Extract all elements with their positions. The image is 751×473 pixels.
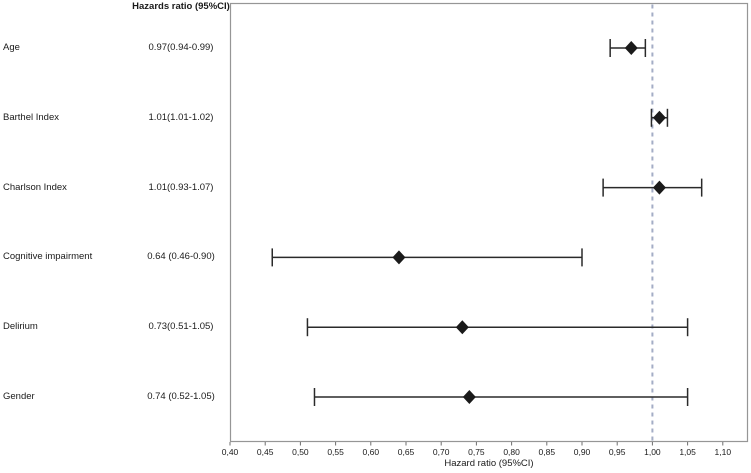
x-tick-label: 0,90 <box>573 447 591 457</box>
row-label: Cognitive impairment <box>3 251 93 263</box>
row-ci-value: 1.01(0.93-1.07) <box>148 181 214 193</box>
row-ci-value: 0.73(0.51-1.05) <box>148 321 214 333</box>
x-tick-label: 0,40 <box>221 447 239 457</box>
row-ci-value: 0.64 (0.46-0.90) <box>147 251 215 263</box>
x-tick-label: 1,05 <box>679 447 696 457</box>
x-tick-label: 0,45 <box>256 447 274 457</box>
x-tick-label: 1,10 <box>714 447 732 457</box>
x-tick-label: 0,75 <box>468 447 485 457</box>
row-label: Barthel Index <box>3 111 59 123</box>
row-ci-value: 1.01(1.01-1.02) <box>148 111 214 123</box>
row-ci-value: 0.74 (0.52-1.05) <box>147 391 215 402</box>
x-tick-label: 0,55 <box>327 447 344 457</box>
x-tick-label: 0,65 <box>397 447 415 457</box>
row-label: Charlson Index <box>3 181 67 193</box>
hr-diamond-marker <box>392 250 406 265</box>
hr-diamond-marker <box>462 390 476 404</box>
x-tick-label: 0,70 <box>432 447 450 457</box>
row-ci-value: 0.97(0.94-0.99) <box>148 42 214 53</box>
x-tick-label: 0,60 <box>362 447 380 457</box>
row-label: Age <box>3 42 20 53</box>
row-label: Gender <box>3 391 35 402</box>
x-tick-label: 0,85 <box>538 447 556 457</box>
x-tick-label: 1,00 <box>644 447 661 457</box>
row-label: Delirium <box>3 321 38 333</box>
hr-diamond-marker <box>652 110 666 125</box>
hr-diamond-marker <box>652 180 666 195</box>
x-tick-label: 0,95 <box>608 447 626 457</box>
x-tick-label: 0,80 <box>503 447 520 457</box>
hr-diamond-marker <box>455 320 469 335</box>
x-tick-label: 0,50 <box>292 447 309 457</box>
column-header: Hazards ratio (95%CI) <box>132 1 230 12</box>
plot-frame <box>229 2 749 443</box>
hr-diamond-marker <box>624 41 638 55</box>
x-axis-title: Hazard ratio (95%CI) <box>444 458 534 469</box>
